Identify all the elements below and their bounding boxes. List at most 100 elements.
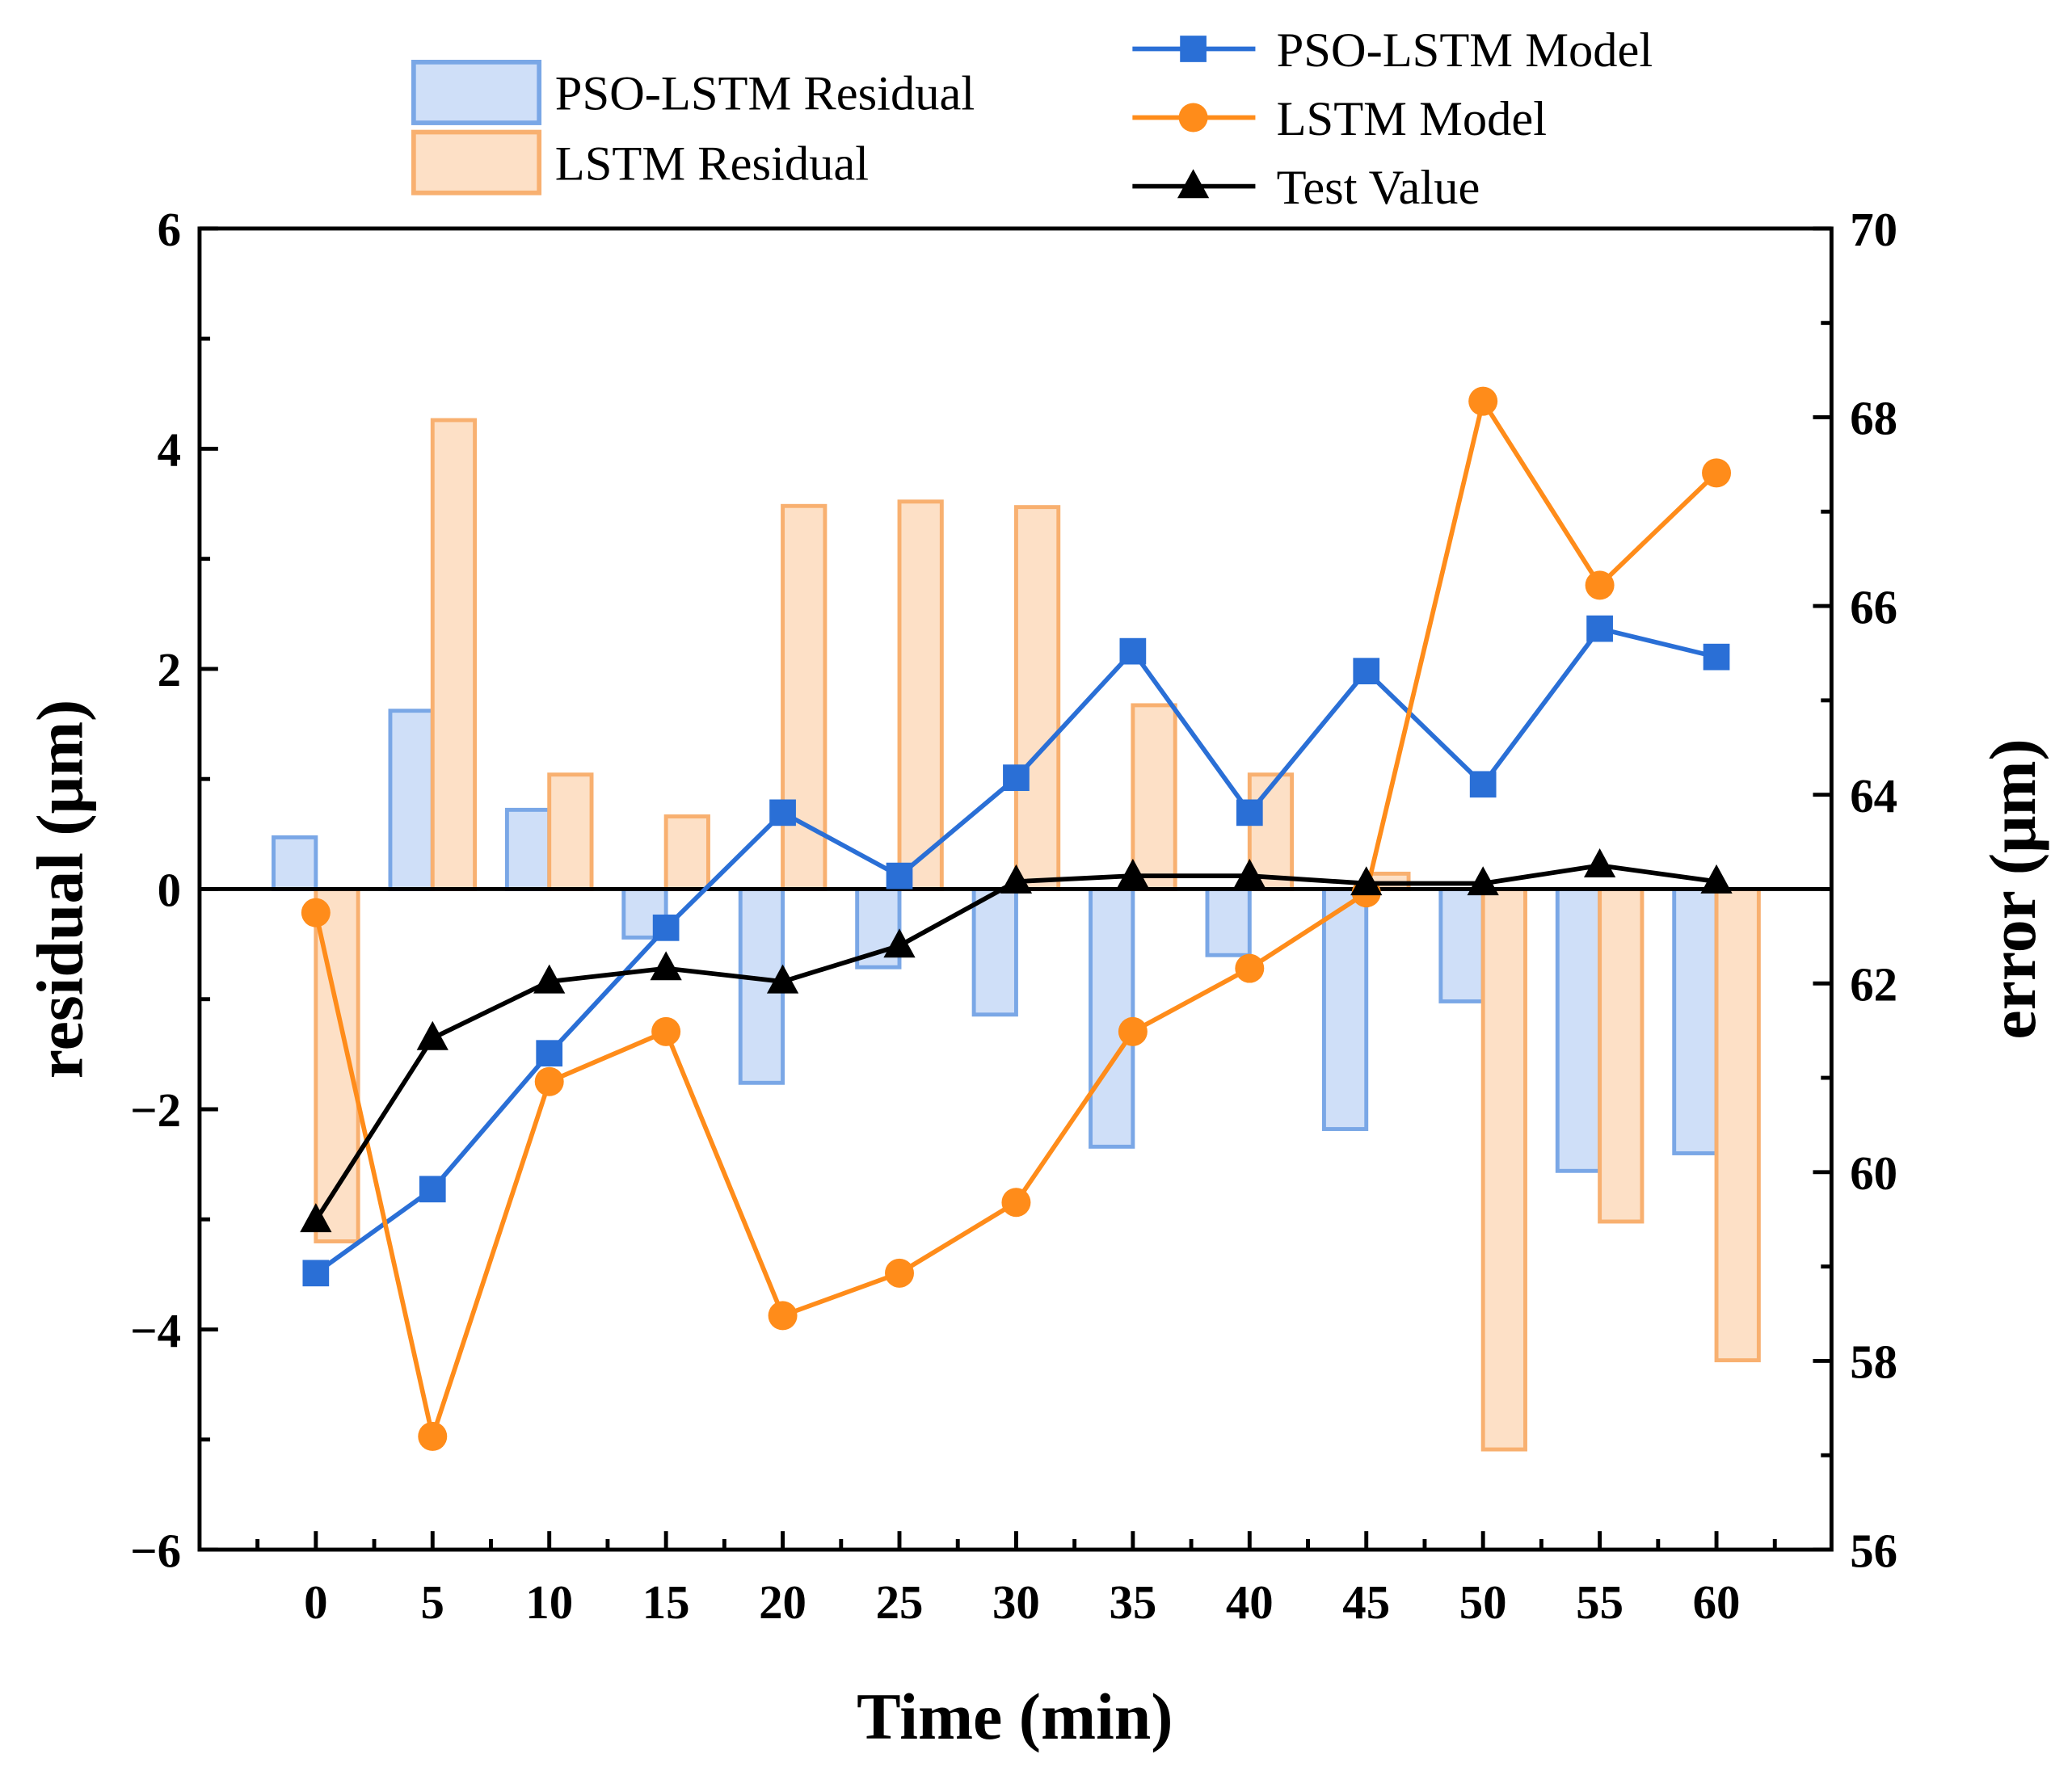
point-test-value — [650, 951, 682, 981]
bar-pso-lstm-residual — [1321, 887, 1369, 1131]
legend: PSO-LSTM Residual LSTM Residual PSO-LSTM M… — [411, 23, 1653, 215]
point-test-value — [1233, 858, 1266, 888]
x-tick-label: 55 — [1576, 1576, 1623, 1629]
y-tick-label: 6 — [158, 204, 181, 256]
legend-swatch — [411, 129, 542, 196]
point-lstm-model — [651, 1016, 681, 1046]
legend-label: PSO-LSTM Model — [1277, 23, 1653, 78]
x-tick-label: 20 — [759, 1576, 806, 1629]
bar-pso-lstm-residual — [504, 807, 552, 891]
x-tick-label: 50 — [1459, 1576, 1507, 1629]
point-pso-lstm-model — [1703, 643, 1730, 671]
point-lstm-model — [1118, 1016, 1148, 1046]
point-lstm-model — [885, 1258, 914, 1288]
point-lstm-model — [534, 1066, 564, 1096]
bar-lstm-residual — [547, 772, 594, 891]
legend-label: PSO-LSTM Residual — [555, 67, 975, 121]
y-tick-label: −2 — [130, 1084, 181, 1137]
x-tick-label: 35 — [1109, 1576, 1156, 1629]
point-pso-lstm-model — [769, 799, 796, 827]
bar-lstm-residual — [663, 814, 710, 891]
x-axis-label: Time (min) — [857, 1680, 1173, 1753]
y-tick-label: −4 — [130, 1305, 181, 1357]
point-pso-lstm-model — [1586, 615, 1613, 642]
point-lstm-model — [418, 1421, 448, 1451]
bar-pso-lstm-residual — [621, 887, 668, 940]
y2-tick-label: 62 — [1850, 959, 1897, 1012]
y-tick-label: 2 — [158, 644, 181, 696]
point-test-value — [766, 964, 799, 994]
point-pso-lstm-model — [886, 862, 913, 890]
y2-tick-label: 70 — [1850, 204, 1897, 256]
y-tick-label: −6 — [130, 1525, 181, 1577]
point-test-value — [1700, 864, 1733, 894]
point-pso-lstm-model — [1236, 799, 1263, 827]
bar-lstm-residual — [1714, 887, 1761, 1363]
point-lstm-model — [1235, 953, 1265, 983]
point-test-value — [1350, 866, 1383, 896]
point-pso-lstm-model — [652, 914, 680, 941]
bar-lstm-residual — [430, 418, 478, 891]
bar-pso-lstm-residual — [1089, 887, 1135, 1149]
point-test-value — [300, 1203, 332, 1233]
point-pso-lstm-model — [419, 1176, 446, 1203]
bar-pso-lstm-residual — [1438, 887, 1485, 1003]
x-tick-label: 10 — [525, 1576, 573, 1629]
point-test-value — [1117, 858, 1149, 888]
y-tick-label: 4 — [158, 424, 181, 477]
legend-marker — [1178, 103, 1208, 132]
x-tick-label: 5 — [421, 1576, 444, 1629]
legend-swatch — [411, 59, 542, 125]
point-test-value — [1467, 866, 1499, 896]
bar-lstm-residual — [1131, 703, 1177, 891]
legend-label: Test Value — [1277, 161, 1480, 215]
y2-axis-label: error (μm) — [1976, 738, 2049, 1039]
bar-pso-lstm-residual — [971, 887, 1018, 1017]
point-lstm-model — [768, 1301, 798, 1331]
bar-lstm-residual — [897, 499, 944, 891]
x-tick-label: 60 — [1693, 1576, 1741, 1629]
point-pso-lstm-model — [1469, 771, 1497, 798]
x-tick-label: 0 — [304, 1576, 327, 1629]
bar-pso-lstm-residual — [1672, 887, 1719, 1155]
bar-lstm-residual — [1247, 772, 1295, 891]
y2-tick-label: 66 — [1850, 581, 1897, 633]
x-tick-label: 40 — [1226, 1576, 1274, 1629]
bar-lstm-residual — [1480, 887, 1527, 1452]
bars-layer — [272, 418, 1761, 1452]
y-axis-label: residual (μm) — [23, 700, 96, 1079]
lines-layer — [300, 386, 1733, 1451]
y2-tick-label: 60 — [1850, 1147, 1897, 1200]
point-lstm-model — [1468, 386, 1498, 416]
bar-lstm-residual — [1598, 887, 1645, 1224]
bar-pso-lstm-residual — [1205, 887, 1252, 957]
point-test-value — [883, 928, 916, 958]
point-pso-lstm-model — [536, 1040, 563, 1067]
point-test-value — [416, 1020, 449, 1050]
x-tick-label: 45 — [1342, 1576, 1390, 1629]
legend-label: LSTM Residual — [555, 137, 869, 191]
y2-tick-label: 64 — [1850, 770, 1897, 822]
point-test-value — [1583, 848, 1616, 877]
point-pso-lstm-model — [1119, 637, 1147, 665]
y2-tick-label: 56 — [1850, 1525, 1897, 1577]
x-tick-label: 15 — [642, 1576, 690, 1629]
y-tick-label: 0 — [158, 864, 181, 917]
point-pso-lstm-model — [1003, 764, 1030, 791]
legend-marker — [1177, 169, 1210, 199]
bar-pso-lstm-residual — [1555, 887, 1602, 1173]
x-tick-label: 30 — [992, 1576, 1040, 1629]
point-pso-lstm-model — [1353, 658, 1380, 685]
point-lstm-model — [1585, 570, 1615, 600]
legend-marker — [1180, 36, 1207, 62]
y2-tick-label: 58 — [1850, 1336, 1897, 1389]
bar-lstm-residual — [1013, 505, 1061, 891]
bar-pso-lstm-residual — [388, 709, 435, 891]
point-pso-lstm-model — [302, 1260, 330, 1287]
point-test-value — [1000, 864, 1033, 894]
x-tick-label: 25 — [876, 1576, 924, 1629]
point-test-value — [533, 964, 566, 994]
axes-layer: 0 5 10 15 20 25 30 35 40 45 50 55 60 −6 −4 −2 0 2 4 6 56 58 60… — [130, 204, 1897, 1629]
point-lstm-model — [1702, 458, 1732, 488]
